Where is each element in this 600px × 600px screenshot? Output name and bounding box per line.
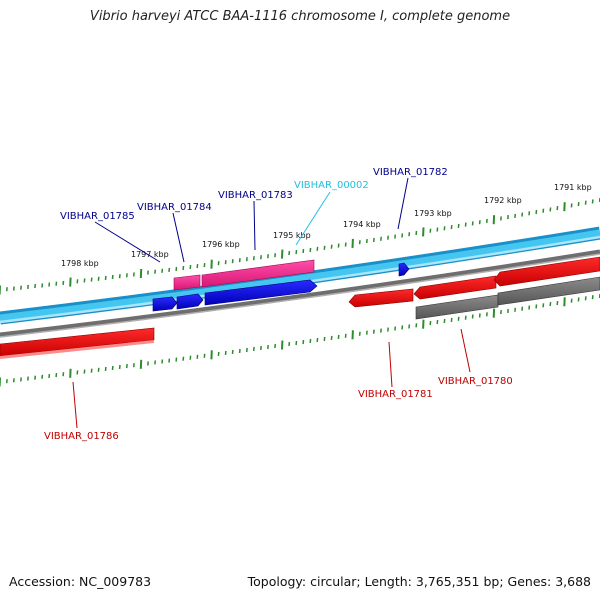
gene-label-vibhar-01784[interactable]: VIBHAR_01784 [137,202,212,213]
gene-feature-gray-2[interactable] [497,276,600,306]
kbp-label: 1795 kbp [273,231,311,240]
gene-feature-vibhar-01784[interactable] [176,293,204,310]
label-leaders [72,177,471,429]
kbp-label: 1796 kbp [202,240,240,249]
kbp-label: 1794 kbp [343,220,381,229]
gene-feature-vibhar-01783[interactable] [204,279,318,306]
outer-tick-track [0,197,600,295]
gene-label-vibhar-01783[interactable]: VIBHAR_01783 [218,190,293,201]
gene-feature-vibhar-01786-shadow [0,340,154,359]
gene-feature-red-right[interactable] [493,256,600,287]
map-title: Vibrio harveyi ATCC BAA-1116 chromosome … [89,9,511,24]
kbp-label: 1797 kbp [131,250,169,259]
gene-label-vibhar-01782[interactable]: VIBHAR_01782 [373,167,448,178]
genome-summary-text: Topology: circular; Length: 3,765,351 bp… [247,574,591,589]
kbp-label: 1793 kbp [414,209,452,218]
gene-feature-vibhar-01784-pseudo[interactable] [173,274,201,291]
gene-feature-vibhar-01785[interactable] [152,296,178,312]
gene-label-vibhar-01780[interactable]: VIBHAR_01780 [438,376,513,387]
kbp-label: 1792 kbp [484,196,522,205]
forward-backbone-fill [0,229,600,322]
gene-label-vibhar-01781[interactable]: VIBHAR_01781 [358,389,433,400]
gene-feature-gray-1[interactable] [415,294,499,320]
gene-feature-vibhar-01782[interactable] [398,262,410,277]
gene-label-vibhar-01786[interactable]: VIBHAR_01786 [44,431,119,442]
reverse-backbone [0,249,600,338]
accession-text: Accession: NC_009783 [9,574,152,589]
gene-label-vibhar-00002[interactable]: VIBHAR_00002 [294,180,369,191]
kbp-label: 1791 kbp [554,183,592,192]
gene-feature-vibhar-01783-pseudo[interactable] [201,259,315,288]
gene-label-vibhar-01785[interactable]: VIBHAR_01785 [60,211,135,222]
inner-tick-track [0,293,600,387]
reverse-backbone-highlight [0,253,600,338]
gene-feature-vibhar-01781[interactable] [348,288,414,308]
kbp-label: 1798 kbp [61,259,99,268]
